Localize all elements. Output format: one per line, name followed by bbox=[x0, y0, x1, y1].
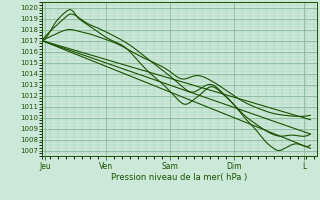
X-axis label: Pression niveau de la mer( hPa ): Pression niveau de la mer( hPa ) bbox=[111, 173, 247, 182]
